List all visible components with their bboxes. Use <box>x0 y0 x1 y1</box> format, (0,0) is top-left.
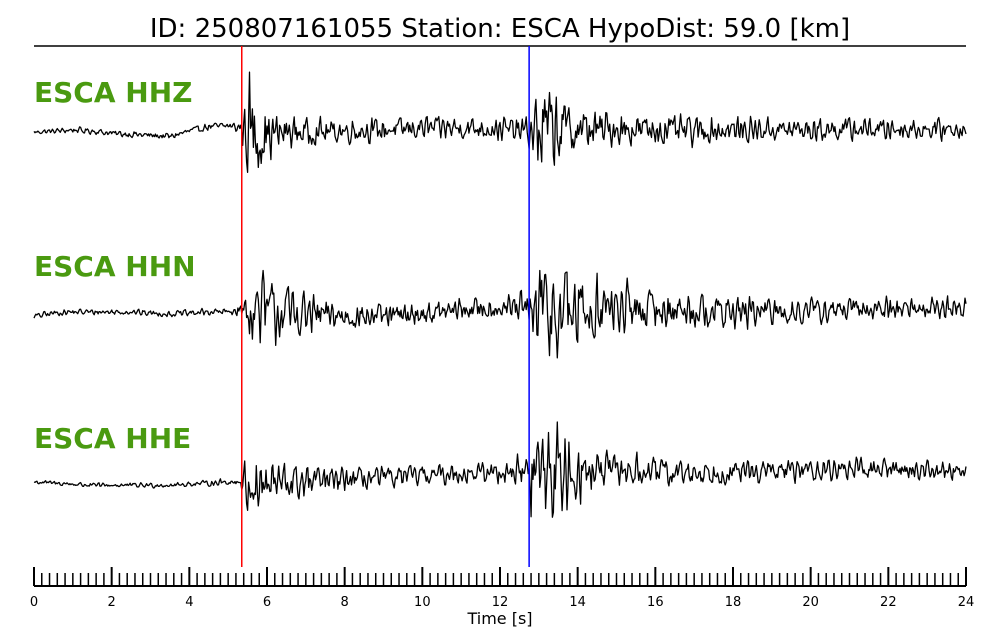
picks-group <box>241 46 530 567</box>
x-tick-label: 20 <box>802 595 819 610</box>
x-tick-label: 8 <box>341 595 349 610</box>
traces-group <box>33 71 967 518</box>
x-tick-label: 12 <box>492 595 509 610</box>
channel-label-hhn: ESCA HHN <box>34 250 196 283</box>
x-tick-label: 10 <box>414 595 431 610</box>
x-tick-label: 2 <box>108 595 116 610</box>
x-tick-label: 22 <box>880 595 897 610</box>
x-tick-label: 24 <box>958 595 975 610</box>
trace-esca-hhn <box>33 269 967 359</box>
channel-label-hhe: ESCA HHE <box>34 422 191 455</box>
x-tick-label: 6 <box>263 595 271 610</box>
channel-label-hhz: ESCA HHZ <box>34 76 192 109</box>
x-tick-label: 14 <box>569 595 586 610</box>
x-axis-label: Time [s] <box>466 609 532 628</box>
x-tick-label: 16 <box>647 595 664 610</box>
x-tick-label: 4 <box>185 595 193 610</box>
trace-esca-hhe <box>33 421 967 518</box>
trace-esca-hhz <box>33 71 967 173</box>
x-tick-label: 18 <box>725 595 742 610</box>
x-tick-labels-group: 0 2 4 6 8 10 12 14 16 18 20 22 24 <box>30 595 974 610</box>
x-tick-label: 0 <box>30 595 38 610</box>
x-ticks-group <box>33 567 967 586</box>
chart-title: ID: 250807161055 Station: ESCA HypoDist:… <box>150 14 850 44</box>
